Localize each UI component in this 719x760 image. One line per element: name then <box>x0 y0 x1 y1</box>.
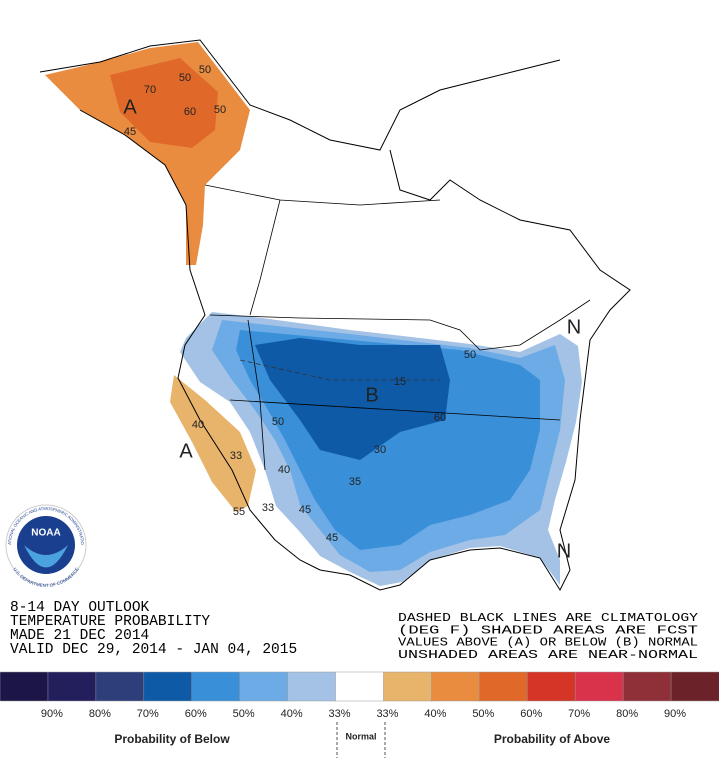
title-line: TEMPERATURE PROBABILITY <box>10 614 210 630</box>
legend-label: 80% <box>616 708 638 720</box>
map-label: B <box>365 384 378 406</box>
legend-label: 90% <box>41 708 63 720</box>
legend-label: 40% <box>281 708 303 720</box>
legend-swatch <box>383 671 433 702</box>
state-lines-h <box>229 399 561 421</box>
california-above <box>170 375 256 512</box>
legend-swatch <box>239 671 289 702</box>
note-block: DASHED BLACK LINES ARE CLIMATOLOGY(DEG F… <box>398 612 698 662</box>
legend-label: 90% <box>664 708 686 720</box>
legend-label: 40% <box>424 708 446 720</box>
legend-label: 70% <box>137 708 159 720</box>
note-line: VALUES ABOVE (A) OR BELOW (B) NORMAL <box>398 637 698 650</box>
map-label: 40 <box>278 464 290 476</box>
map-label: 45 <box>124 126 136 138</box>
province-lines <box>249 199 281 316</box>
map-label: 30 <box>374 444 386 456</box>
map-label: A <box>123 96 137 118</box>
map-label: 35 <box>349 476 361 488</box>
below-60 <box>255 338 450 460</box>
map-label: 60 <box>184 106 196 118</box>
map-label: 70 <box>144 84 156 96</box>
title-line: 8-14 DAY OUTLOOK <box>10 600 150 616</box>
legend-swatch <box>479 671 529 702</box>
pacific-coast <box>79 109 321 571</box>
legend-swatch <box>527 671 576 702</box>
legend-label: 33% <box>376 708 398 720</box>
legend-swatch <box>47 671 97 702</box>
map-label: 60 <box>434 412 446 424</box>
map-label: 55 <box>233 506 245 518</box>
outlines <box>39 39 631 592</box>
map-labels: A 70 50 50 50 60 45 A 40 33 33 55 B 50 4… <box>123 64 581 562</box>
map-label: 50 <box>214 104 226 116</box>
title-line: VALID DEC 29, 2014 - JAN 04, 2015 <box>10 642 297 658</box>
map-label: N <box>557 540 571 562</box>
us-canada-border <box>209 299 591 351</box>
canada-line <box>204 184 441 206</box>
legend-swatch <box>143 671 193 702</box>
map-label: 50 <box>199 64 211 76</box>
legend-swatch <box>622 671 672 702</box>
shading <box>45 42 582 586</box>
legend-label: 60% <box>520 708 542 720</box>
map-label: 50 <box>464 349 476 361</box>
legend-label: 33% <box>329 708 351 720</box>
normal-label: Normal <box>345 731 376 741</box>
map-label: N <box>567 316 581 338</box>
logo-wave <box>24 545 68 568</box>
climatology-lines <box>239 359 440 381</box>
atlantic-coast <box>319 149 631 592</box>
title-line: MADE 21 DEC 2014 <box>10 628 149 644</box>
alaska-above-core <box>110 58 218 148</box>
map-label: A <box>179 440 193 462</box>
legend-swatch <box>335 671 385 702</box>
legend-swatch <box>191 671 241 702</box>
legend-swatch <box>0 671 49 702</box>
map-label: 33 <box>262 502 274 514</box>
legend-swatch <box>574 671 624 702</box>
legend-label: 50% <box>472 708 494 720</box>
map-label: 33 <box>230 450 242 462</box>
note-line: UNSHADED AREAS ARE NEAR-NORMAL <box>398 649 698 662</box>
note-line: DASHED BLACK LINES ARE CLIMATOLOGY <box>398 612 698 625</box>
legend-label: 60% <box>185 708 207 720</box>
legend-label: 80% <box>89 708 111 720</box>
legend-label: 50% <box>233 708 255 720</box>
map-label: 45 <box>299 504 311 516</box>
above-label: Probability of Above <box>494 732 611 746</box>
map-label: 50 <box>272 416 284 428</box>
arctic-coast <box>39 39 561 151</box>
map-label: 50 <box>179 72 191 84</box>
state-lines <box>247 319 266 471</box>
logo-disc <box>17 516 75 574</box>
legend-swatch <box>95 671 145 702</box>
legend-swatch <box>431 671 481 702</box>
legend-label: 70% <box>568 708 590 720</box>
legend-swatch <box>287 671 337 702</box>
logo-name: NOAA <box>31 528 60 539</box>
legend: 90% 80% 70% 60% 50% 40% 33% 33% 40% 50% 60% 70% 80% 9… <box>0 671 719 720</box>
note-line: (DEG F) SHADED AREAS ARE FCST <box>398 624 698 637</box>
map-label: 40 <box>192 419 204 431</box>
legend-swatch <box>670 671 719 702</box>
map-label: 45 <box>326 532 338 544</box>
map-label: 15 <box>394 376 406 388</box>
below-label: Probability of Below <box>114 732 230 746</box>
